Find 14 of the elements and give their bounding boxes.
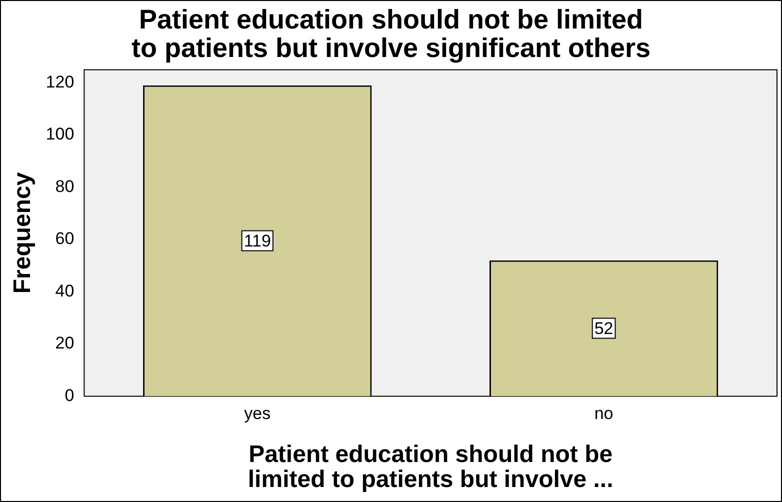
x-tick-label: no: [594, 404, 614, 424]
data-label: 119: [244, 231, 271, 250]
y-tick-label: 80: [55, 176, 74, 196]
chart-title: Patient education should not be limited to patients but involve significant others: [131, 4, 651, 63]
x-axis-title: Patient education should not be limited to patients but involve ...: [248, 440, 614, 494]
y-tick-label: 120: [46, 72, 74, 92]
x-tick-label: yes: [244, 404, 271, 424]
data-label: 52: [594, 318, 614, 338]
y-axis-title: Frequency: [9, 172, 36, 294]
y-tick-label: 0: [64, 386, 74, 405]
y-tick-label: 20: [55, 334, 74, 353]
y-tick-label: 40: [55, 281, 74, 300]
y-tick-label: 60: [55, 229, 74, 248]
y-tick-label: 100: [46, 124, 74, 144]
